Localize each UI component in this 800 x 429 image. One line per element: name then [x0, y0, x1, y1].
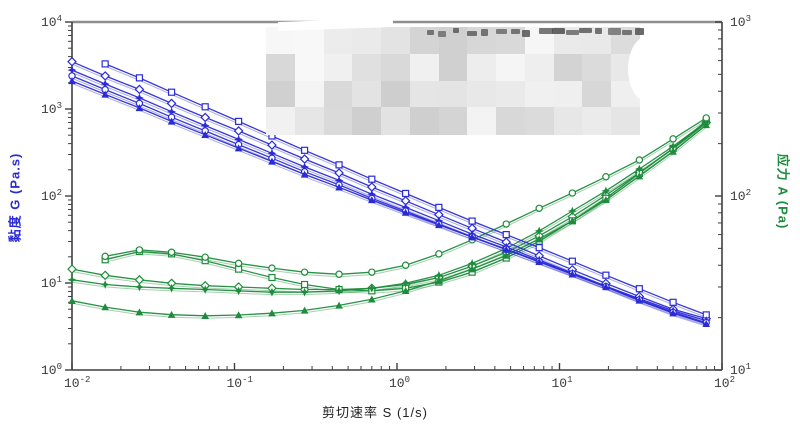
- mosaic-tile: [467, 80, 497, 108]
- mosaic-tile: [611, 107, 641, 135]
- mosaic-tile: [409, 80, 440, 108]
- mosaic-tile: [266, 107, 296, 135]
- mosaic-tile: [582, 80, 612, 108]
- mosaic-tile: [381, 107, 411, 135]
- mosaic-tile: [553, 107, 583, 135]
- mosaic-tile: [323, 107, 353, 135]
- svg-text:102: 102: [730, 188, 751, 204]
- mosaic-tile: [323, 53, 353, 81]
- mosaic-tile: [467, 27, 497, 55]
- mosaic-white-blob: [628, 36, 668, 102]
- mosaic-tile: [352, 53, 382, 81]
- censor-mosaic-block: [266, 27, 641, 135]
- mosaic-tile: [294, 107, 325, 135]
- mosaic-tile: [467, 53, 497, 81]
- svg-text:101: 101: [41, 275, 62, 291]
- mosaic-tile: [582, 53, 612, 81]
- svg-text:100: 100: [41, 362, 62, 378]
- mosaic-tile: [352, 80, 382, 108]
- mosaic-tile: [323, 27, 353, 55]
- mosaic-tile: [294, 53, 325, 81]
- y-left-axis-label: 黏度 G (Pa.s): [7, 152, 23, 243]
- mosaic-tile: [553, 53, 583, 81]
- mosaic-tile: [582, 107, 612, 135]
- mosaic-tile: [352, 107, 382, 135]
- mosaic-tile: [409, 107, 440, 135]
- mosaic-tile: [496, 53, 526, 81]
- svg-text:103: 103: [730, 14, 751, 30]
- mosaic-tile: [524, 107, 555, 135]
- mosaic-tile: [553, 80, 583, 108]
- mosaic-tile: [294, 80, 325, 108]
- mosaic-tile: [438, 53, 468, 81]
- mosaic-tile: [381, 53, 411, 81]
- mosaic-tile: [496, 80, 526, 108]
- mosaic-tile: [496, 27, 526, 55]
- svg-text:104: 104: [41, 14, 62, 30]
- mosaic-tile: [467, 107, 497, 135]
- svg-text:10-1: 10-1: [227, 375, 253, 391]
- mosaic-tile: [266, 27, 296, 55]
- mosaic-tile: [381, 80, 411, 108]
- svg-text:101: 101: [552, 375, 573, 391]
- mosaic-tile: [438, 80, 468, 108]
- y-right-axis-label: 应力 A (Pa): [775, 153, 791, 230]
- svg-text:103: 103: [41, 101, 62, 117]
- mosaic-tile: [524, 80, 555, 108]
- x-axis-label: 剪切速率 S (1/s): [322, 405, 428, 420]
- mosaic-tile: [553, 27, 583, 55]
- svg-text:10-2: 10-2: [64, 375, 90, 391]
- mosaic-tile: [524, 53, 555, 81]
- mosaic-tile: [323, 80, 353, 108]
- mosaic-tile: [381, 27, 411, 55]
- mosaic-tile: [294, 27, 325, 55]
- svg-text:101: 101: [730, 362, 751, 378]
- mosaic-tile: [496, 107, 526, 135]
- mosaic-tile: [352, 27, 382, 55]
- mosaic-tile: [438, 27, 468, 55]
- mosaic-tile: [266, 80, 296, 108]
- mosaic-tile: [524, 27, 555, 55]
- mosaic-tile: [409, 27, 440, 55]
- mosaic-tile: [582, 27, 612, 55]
- mosaic-tile: [409, 53, 440, 81]
- svg-text:100: 100: [389, 375, 410, 391]
- mosaic-tile: [266, 53, 296, 81]
- svg-text:102: 102: [41, 188, 62, 204]
- mosaic-tile: [438, 107, 468, 135]
